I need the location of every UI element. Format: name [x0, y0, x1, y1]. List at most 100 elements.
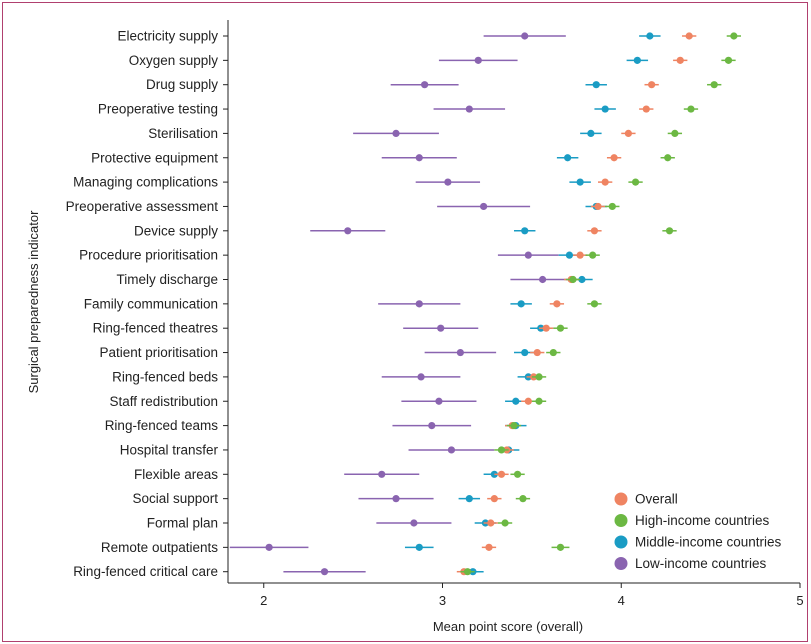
data-point — [646, 32, 654, 40]
x-tick-label: 4 — [618, 593, 625, 608]
data-point — [265, 543, 273, 551]
data-point — [664, 154, 672, 162]
data-point — [344, 227, 352, 235]
x-axis-label: Mean point score (overall) — [433, 619, 583, 634]
y-tick-label: Protective equipment — [91, 150, 218, 165]
data-point — [392, 495, 400, 503]
y-tick-label: Ring-fenced theatres — [93, 321, 219, 336]
legend-marker — [614, 492, 628, 506]
data-point — [642, 105, 650, 113]
data-point — [519, 495, 527, 503]
data-point — [465, 105, 473, 113]
legend-marker — [614, 535, 628, 549]
data-point — [730, 32, 738, 40]
data-point — [392, 129, 400, 137]
data-point — [447, 446, 456, 454]
legend: Overall High-income countries Middle-incom… — [614, 492, 782, 571]
data-point — [594, 202, 602, 211]
data-point — [521, 227, 529, 235]
data-point — [428, 422, 436, 430]
data-point — [490, 495, 498, 503]
y-tick-labels: Electricity supply Oxygen supply Drug supp… — [66, 29, 228, 579]
data-point — [521, 32, 529, 40]
data-point — [578, 275, 586, 284]
data-point — [710, 81, 718, 89]
series-high-income-countries — [460, 32, 742, 576]
y-tick-label: Social support — [132, 491, 218, 506]
data-point — [415, 543, 423, 551]
data-point — [589, 251, 597, 259]
data-point — [590, 300, 599, 308]
data-point — [576, 178, 584, 186]
y-tick-label: Procedure prioritisation — [79, 248, 218, 263]
data-point — [517, 300, 525, 308]
data-point — [415, 300, 423, 308]
y-tick-label: Staff redistribution — [109, 394, 218, 409]
data-point — [463, 568, 472, 576]
y-tick-label: Sterilisation — [148, 126, 218, 141]
y-tick-label: Oxygen supply — [129, 53, 219, 68]
data-point — [601, 178, 609, 186]
data-point — [592, 81, 600, 89]
x-tick-label: 3 — [439, 593, 446, 608]
data-point — [687, 105, 695, 113]
data-point — [553, 300, 561, 308]
y-tick-label: Preoperative testing — [98, 102, 218, 117]
data-point — [456, 348, 464, 357]
data-point — [665, 227, 674, 235]
data-point — [415, 154, 423, 162]
data-point — [631, 178, 640, 186]
data-point — [485, 543, 493, 551]
data-point — [378, 470, 386, 478]
data-point — [487, 519, 495, 527]
y-tick-label: Drug supply — [146, 77, 218, 92]
data-point — [320, 568, 329, 576]
y-tick-label: Family communication — [84, 296, 218, 311]
data-point — [535, 397, 543, 405]
data-point — [417, 373, 425, 381]
legend-label: Low-income countries — [635, 556, 767, 571]
data-point — [521, 348, 529, 357]
y-tick-label: Remote outpatients — [101, 540, 218, 555]
y-tick-label: Ring-fenced critical care — [73, 564, 218, 579]
y-tick-label: Device supply — [134, 223, 218, 238]
data-marks — [229, 32, 742, 576]
data-point — [590, 227, 599, 235]
data-point — [601, 105, 609, 113]
legend-label: Middle-income countries — [635, 535, 782, 550]
data-point — [542, 324, 550, 332]
data-point — [685, 32, 693, 40]
data-point — [524, 397, 532, 405]
data-point — [608, 202, 616, 211]
y-tick-label: Formal plan — [147, 516, 218, 531]
data-point — [556, 543, 565, 551]
data-point — [435, 397, 443, 405]
legend-marker — [614, 514, 628, 527]
data-point — [671, 129, 679, 137]
data-point — [480, 202, 488, 211]
data-point — [724, 56, 733, 64]
y-tick-label: Managing complications — [73, 175, 218, 190]
legend-marker — [614, 557, 628, 570]
y-tick-label: Patient prioritisation — [99, 345, 218, 360]
data-point — [524, 251, 532, 259]
y-tick-label: Ring-fenced beds — [112, 369, 218, 384]
axes — [227, 20, 800, 584]
y-tick-label: Timely discharge — [116, 272, 218, 287]
data-point — [512, 397, 520, 405]
data-point — [533, 348, 541, 357]
legend-label: Overall — [635, 492, 678, 507]
y-tick-label: Hospital transfer — [120, 442, 219, 457]
data-point — [569, 275, 577, 284]
data-point — [513, 470, 522, 478]
x-tick-label: 5 — [796, 593, 803, 608]
data-point — [624, 129, 633, 137]
data-point — [535, 373, 543, 381]
data-point — [587, 129, 595, 137]
data-point — [648, 81, 656, 89]
data-point — [465, 495, 473, 503]
x-tick-label: 2 — [260, 593, 267, 608]
data-point — [633, 56, 641, 64]
